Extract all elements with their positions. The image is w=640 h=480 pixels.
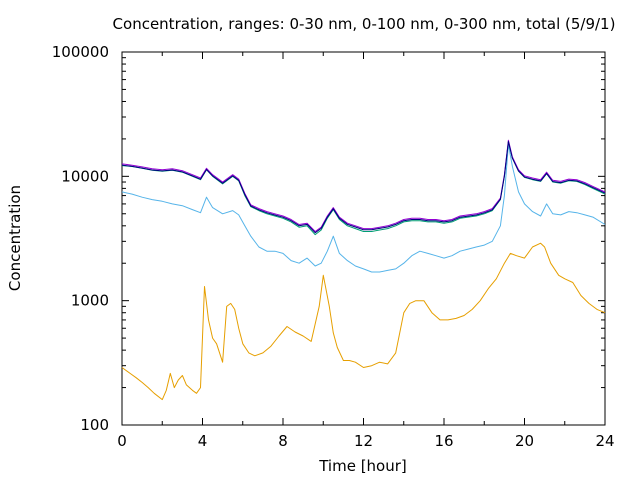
series-line-total-shadow xyxy=(121,141,606,234)
y-tick-label: 1000 xyxy=(71,292,109,310)
chart-title: Concentration, ranges: 0-30 nm, 0-100 nm… xyxy=(113,15,616,33)
x-tick-label: 24 xyxy=(595,432,614,450)
y-axis-label: Concentration xyxy=(6,185,24,291)
series-line-range-0-30 xyxy=(121,242,606,401)
series-line-total xyxy=(121,139,606,232)
y-tick-label: 100000 xyxy=(52,43,109,61)
series-line-range-0-100 xyxy=(121,144,606,273)
series-line-range-0-300 xyxy=(121,141,606,236)
x-tick-label: 20 xyxy=(515,432,534,450)
y-tick-label: 10000 xyxy=(61,167,109,185)
x-tick-label: 12 xyxy=(354,432,373,450)
x-axis-label: Time [hour] xyxy=(318,457,407,475)
x-axis: 0 4 8 12 16 20 24 xyxy=(117,52,615,450)
y-tick-label: 100 xyxy=(80,416,109,434)
y-axis: 100 1000 10000 100000 xyxy=(52,43,605,434)
x-tick-label: 0 xyxy=(117,432,127,450)
x-tick-label: 8 xyxy=(278,432,288,450)
x-tick-label: 16 xyxy=(434,432,453,450)
x-tick-label: 4 xyxy=(198,432,208,450)
plot-frame xyxy=(121,51,606,426)
series-lines xyxy=(121,139,606,401)
